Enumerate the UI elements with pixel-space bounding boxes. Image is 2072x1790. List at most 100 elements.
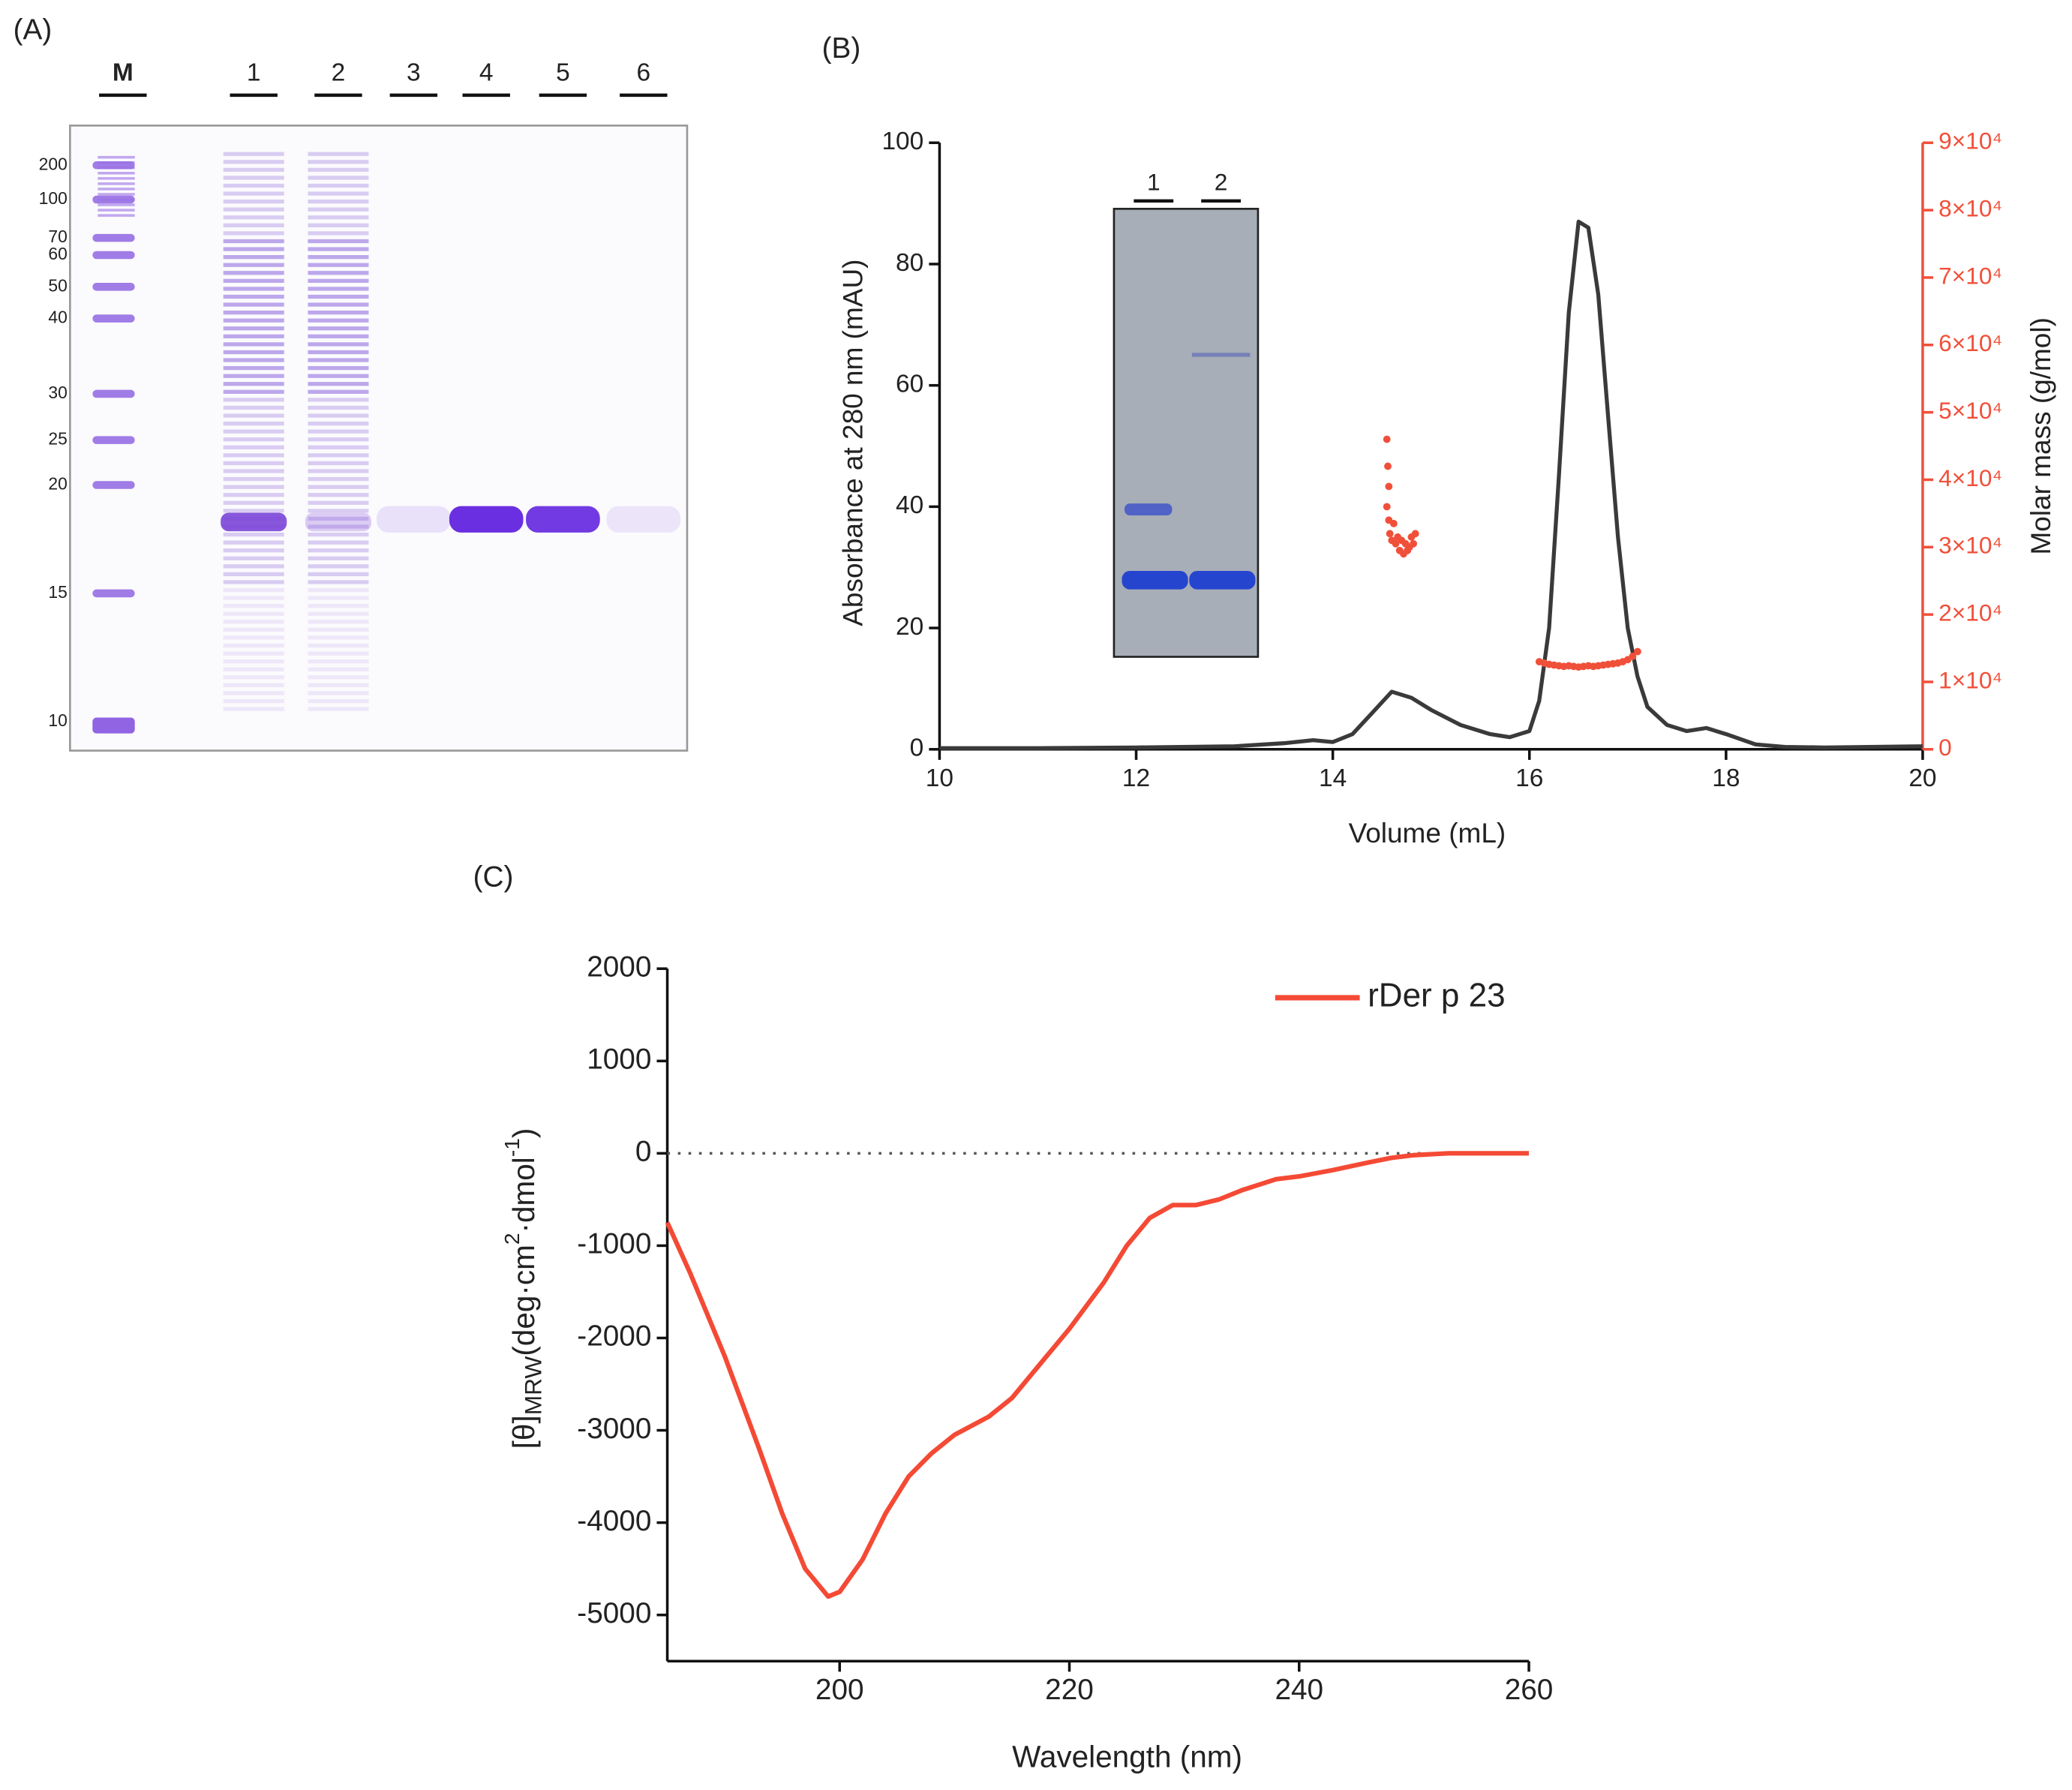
lane-band [223,294,284,299]
marker-band [92,251,135,260]
lane-band [606,506,681,533]
lane-band [223,287,284,291]
lane-band [308,176,369,180]
lane-band [308,302,369,307]
lane-band [308,564,369,569]
marker-band [92,481,135,489]
lane-band [223,365,284,371]
lane-label: 4 [479,59,494,87]
marker-band [98,172,135,175]
lane-label: 1 [247,59,261,87]
lane-band [223,493,284,497]
lane-band [308,263,369,267]
lane-band [223,643,284,648]
lane-band [223,207,284,212]
marker-band [92,717,135,734]
marker-band [98,203,135,206]
lane-band [223,509,284,513]
y-label-part: MRW [520,1356,547,1416]
lane-label: 5 [556,59,570,87]
lane-band [223,564,284,569]
lane-band [223,580,284,584]
lane-band [308,398,369,402]
lane-band [308,445,369,449]
lane-band [308,365,369,371]
lane-band [308,604,369,608]
y-tick-label: 2000 [587,951,651,983]
lane-band [308,429,369,434]
y-tick-label: 0 [910,734,924,762]
y-axis-label: Absorbance at 280 nm (mAU) [837,260,868,626]
lane-band [223,437,284,442]
lane-band [223,698,284,704]
lane-band [223,239,284,244]
lane-band [308,572,369,577]
lane-band [223,263,284,267]
lane-band [223,659,284,664]
lane-band [223,675,284,680]
marker-band [98,193,135,196]
lane-band [308,707,369,711]
x-tick-label: 220 [1045,1674,1094,1706]
lane-band [308,413,369,418]
lane-band [223,469,284,473]
scatter-point [1629,652,1637,660]
lane-band [223,604,284,608]
lane-band [223,476,284,482]
marker-label: 200 [39,154,68,173]
inset-band [1191,353,1251,357]
x-tick-label: 18 [1712,764,1740,792]
marker-label: 60 [48,244,67,263]
lane-band [308,183,369,188]
lane-band [308,651,369,656]
y2-tick-label: 9×10⁴ [1938,128,2002,155]
y-label-part: ·dmol [506,1157,541,1233]
lane-band [308,326,369,331]
lane-band [308,318,369,323]
lane-band [308,675,369,680]
marker-band [98,209,135,212]
scatter-point [1383,435,1391,443]
lane-band [223,540,284,545]
lane-band [308,334,369,338]
lane-band [526,506,600,533]
y2-tick-label: 1×10⁴ [1938,666,2002,693]
lane-band [308,271,369,275]
lane-band [223,183,284,188]
lane-band [223,413,284,418]
x-tick-label: 240 [1275,1674,1323,1706]
lane-band [308,548,369,553]
lane-label: 6 [637,59,651,87]
lane-band [308,382,369,386]
y-tick-label: 40 [896,491,923,519]
marker-band [98,155,135,159]
y-label-part: (deg·cm [506,1245,541,1356]
lane-band [223,691,284,695]
lane-band [308,239,369,244]
x-tick-label: 14 [1319,764,1347,792]
y2-tick-label: 2×10⁴ [1938,599,2002,626]
inset-band [1125,503,1173,516]
lane-band [223,176,284,180]
lane-band [308,191,369,196]
lane-band [223,651,284,656]
y-tick-label: 80 [896,249,923,277]
lane-band [223,231,284,236]
lane-band [308,698,369,704]
lane-label: 1 [1147,168,1161,195]
scatter-point [1389,519,1398,527]
lane-band [308,485,369,489]
marker-label: 15 [48,582,67,602]
x-tick-label: 10 [926,764,953,792]
lane-band [223,302,284,307]
lane-band [308,350,369,355]
lane-band [223,548,284,553]
marker-label: 30 [48,383,67,402]
lane-band [308,580,369,584]
x-tick-label: 200 [815,1674,864,1706]
lane-band [308,500,369,505]
y2-tick-label: 5×10⁴ [1938,397,2002,424]
lane-band [308,476,369,482]
lane-band [223,310,284,315]
lane-band [308,691,369,695]
